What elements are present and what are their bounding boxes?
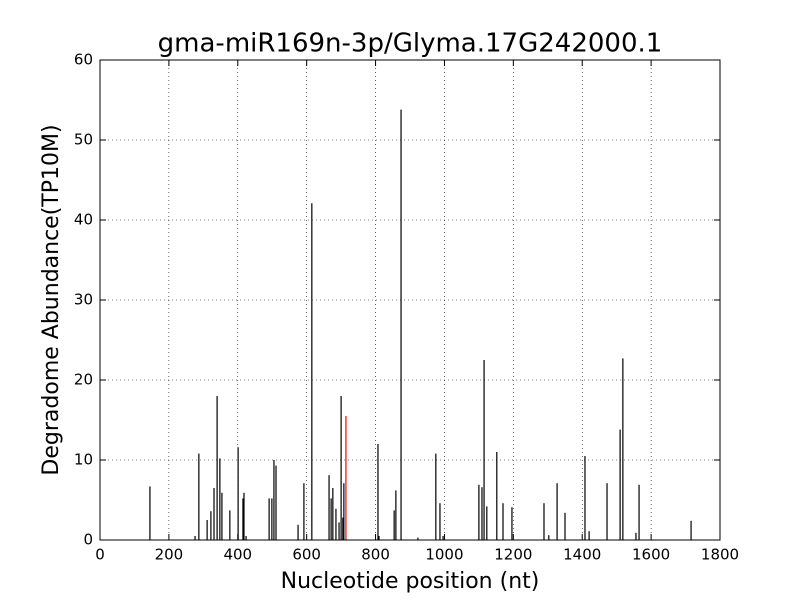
x-tick-label: 1800 (701, 546, 739, 564)
plot-frame (99, 59, 721, 541)
x-tick-label: 600 (292, 546, 321, 564)
y-tick-label: 40 (74, 211, 93, 229)
y-tick-label: 20 (74, 371, 93, 389)
y-tick-label: 10 (74, 451, 93, 469)
x-tick-label: 1200 (494, 546, 532, 564)
x-tick-label: 400 (223, 546, 252, 564)
x-tick-label: 1000 (425, 546, 463, 564)
chart-title: gma-miR169n-3p/Glyma.17G242000.1 (158, 29, 663, 59)
x-tick-label: 800 (361, 546, 390, 564)
x-tick-label: 1400 (563, 546, 601, 564)
y-tick-label: 50 (74, 131, 93, 149)
x-tick-label: 0 (95, 546, 105, 564)
x-axis-label: Nucleotide position (nt) (281, 569, 540, 594)
y-tick-label: 60 (74, 51, 93, 69)
y-tick-label: 30 (74, 291, 93, 309)
y-axis-label: Degradome Abundance(TP10M) (39, 124, 64, 475)
x-tick-label: 1600 (632, 546, 670, 564)
y-tick-label: 0 (83, 531, 93, 549)
x-tick-label: 200 (155, 546, 184, 564)
